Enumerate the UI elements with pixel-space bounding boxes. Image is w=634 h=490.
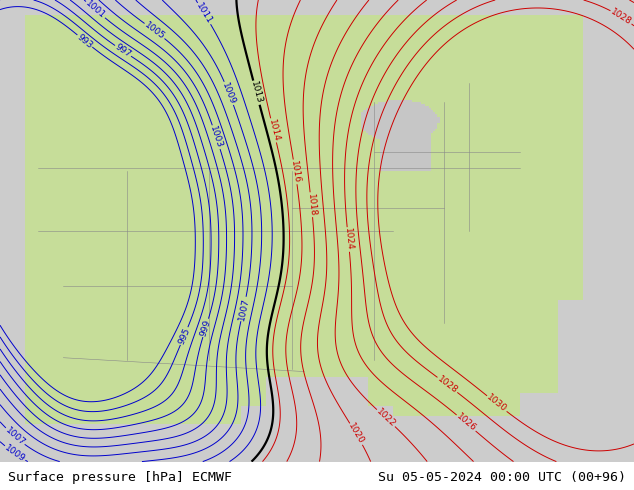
Text: 1024: 1024 [343, 228, 354, 251]
Text: 1030: 1030 [485, 393, 508, 415]
Text: 993: 993 [75, 32, 94, 50]
Text: 1028: 1028 [609, 7, 633, 27]
Text: 1009: 1009 [3, 443, 27, 464]
Text: 1001: 1001 [84, 0, 107, 21]
Text: 1007: 1007 [236, 297, 250, 321]
Text: 1022: 1022 [375, 407, 398, 429]
Text: 1018: 1018 [306, 193, 317, 217]
Text: 1028: 1028 [436, 374, 459, 395]
Text: 1016: 1016 [289, 160, 301, 184]
Text: 1011: 1011 [195, 1, 214, 25]
Text: 1013: 1013 [249, 80, 264, 105]
Text: 995: 995 [177, 326, 191, 346]
Text: 999: 999 [199, 318, 212, 338]
Text: Surface pressure [hPa] ECMWF: Surface pressure [hPa] ECMWF [8, 471, 231, 484]
Text: 1026: 1026 [455, 412, 478, 434]
Text: 1003: 1003 [209, 125, 224, 149]
Text: 1014: 1014 [266, 118, 281, 143]
Text: 1009: 1009 [221, 81, 237, 106]
Text: 1005: 1005 [143, 21, 167, 42]
Text: 997: 997 [113, 42, 133, 59]
Text: 1020: 1020 [347, 422, 366, 446]
Text: 1007: 1007 [3, 425, 27, 447]
Text: Su 05-05-2024 00:00 UTC (00+96): Su 05-05-2024 00:00 UTC (00+96) [378, 471, 626, 484]
